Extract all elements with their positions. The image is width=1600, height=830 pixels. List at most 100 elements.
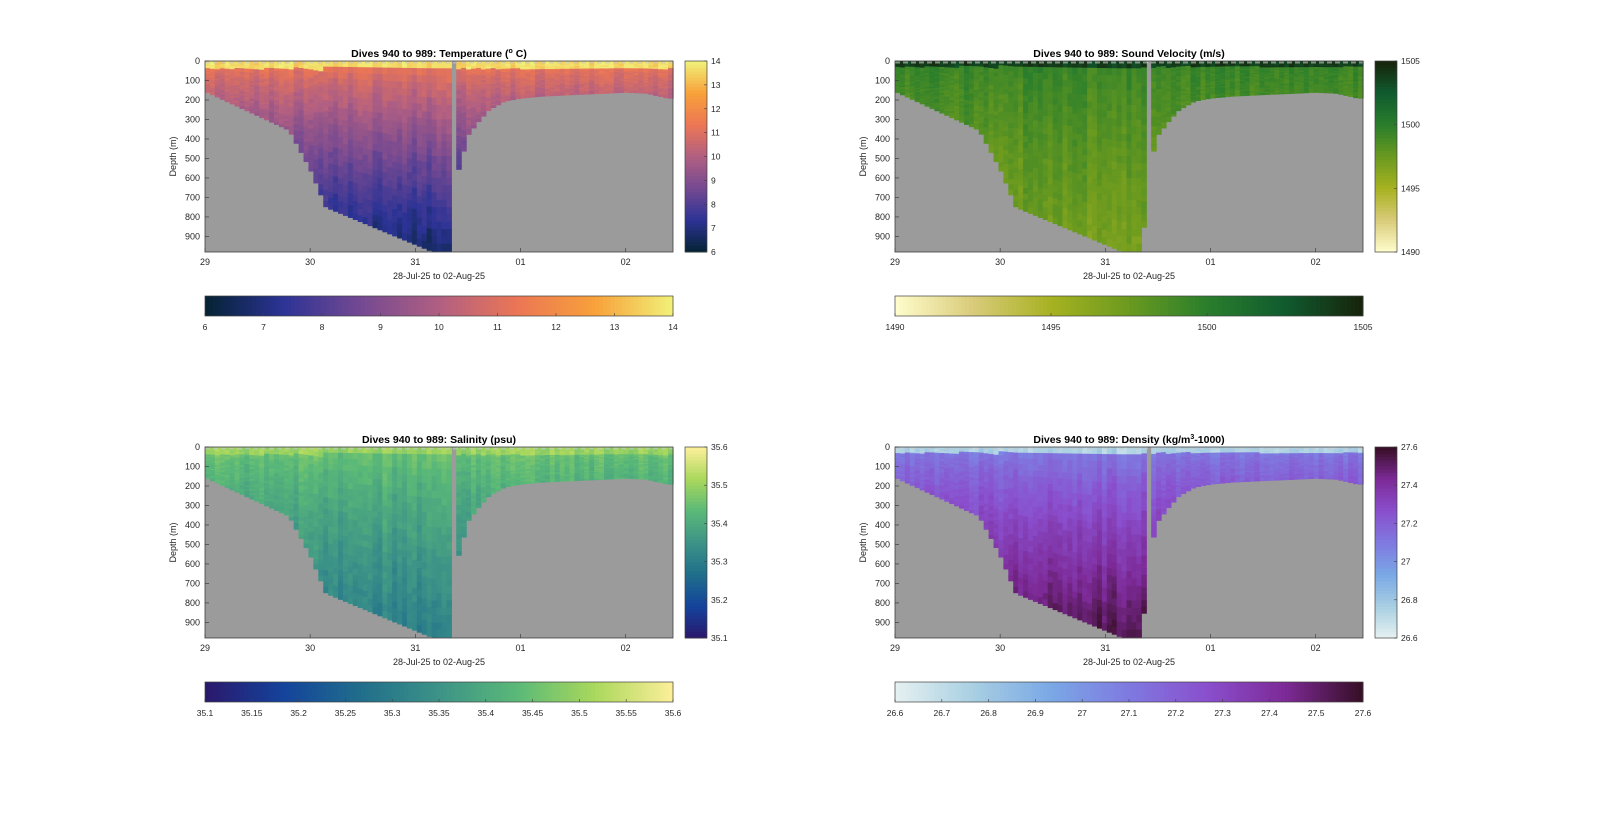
data-cell (1136, 199, 1142, 208)
data-cell (1180, 82, 1187, 85)
data-cell (485, 81, 492, 85)
data-cell (500, 83, 507, 86)
data-cell (1003, 131, 1009, 137)
data-cell (259, 82, 265, 86)
data-cell (914, 65, 921, 68)
data-cell (338, 166, 344, 173)
data-cell (988, 141, 995, 146)
data-cell (1141, 220, 1147, 228)
data-cell (273, 97, 280, 101)
data-cell (1269, 78, 1275, 81)
data-cell (431, 141, 438, 150)
data-cell (466, 97, 472, 102)
data-cell (618, 89, 625, 92)
data-cell (224, 78, 231, 81)
data-cell (209, 92, 216, 94)
data-cell (1289, 65, 1295, 68)
data-cell (293, 108, 300, 113)
data-cell (205, 83, 211, 86)
data-cell (1156, 83, 1162, 87)
data-cell (254, 106, 260, 110)
data-cell (308, 154, 314, 159)
data-cell (1111, 183, 1118, 192)
data-cell (949, 115, 955, 119)
data-cell (1289, 90, 1295, 93)
data-cell (1274, 83, 1280, 86)
data-cell (544, 62, 551, 65)
data-cell (406, 88, 413, 97)
data-cell (269, 93, 275, 97)
data-cell (406, 144, 413, 153)
data-cell (382, 106, 388, 115)
data-cell (1313, 76, 1320, 79)
data-cell (954, 67, 960, 71)
data-cell (539, 81, 546, 84)
data-cell (589, 84, 595, 87)
data-cell (1013, 144, 1019, 152)
data-cell (244, 106, 250, 110)
data-cell (895, 80, 901, 83)
data-cell (959, 82, 965, 86)
data-cell (909, 66, 916, 69)
data-cell (1328, 74, 1335, 77)
data-cell (1313, 79, 1320, 81)
data-cell (1116, 155, 1123, 164)
data-cell (362, 167, 369, 175)
data-cell (293, 79, 300, 84)
data-cell (1072, 106, 1078, 115)
data-cell (441, 214, 447, 223)
data-cell (998, 128, 1004, 134)
data-cell (1244, 82, 1251, 85)
data-cell (1239, 71, 1246, 74)
data-cell (264, 97, 270, 101)
data-cell (249, 86, 255, 90)
data-cell (998, 77, 1004, 83)
data-cell (1003, 154, 1009, 161)
data-cell (480, 86, 487, 90)
data-cell (968, 78, 975, 82)
data-cell (224, 90, 231, 93)
data-cell (1294, 80, 1300, 83)
data-cell (264, 65, 270, 69)
data-cell (895, 70, 901, 73)
data-cell (475, 63, 482, 67)
data-cell (1303, 85, 1310, 88)
data-cell (377, 190, 383, 198)
data-cell (939, 80, 945, 84)
data-cell (264, 90, 270, 94)
data-cell (1195, 92, 1202, 95)
data-cell (1067, 93, 1073, 101)
data-cell (1077, 94, 1083, 102)
data-cell (648, 61, 654, 63)
data-cell (1308, 81, 1315, 84)
data-cell (1180, 85, 1187, 89)
data-cell (1003, 84, 1009, 90)
data-cell (283, 107, 290, 112)
colorbar-step (240, 296, 245, 316)
data-cell (323, 172, 329, 180)
data-cell (1269, 66, 1275, 68)
data-cell (1328, 70, 1335, 73)
data-cell (1151, 123, 1157, 128)
data-cell (362, 142, 369, 150)
data-cell (1141, 207, 1147, 215)
data-cell (1289, 79, 1295, 82)
data-cell (973, 123, 980, 127)
data-cell (367, 212, 374, 220)
data-cell (1234, 94, 1241, 97)
data-cell (1111, 168, 1118, 177)
data-cell (520, 85, 526, 88)
data-cell (613, 86, 620, 89)
colorbar-step (349, 296, 354, 316)
data-cell (313, 168, 319, 175)
data-cell (1092, 129, 1098, 138)
data-cell (929, 68, 936, 71)
data-cell (1175, 97, 1182, 100)
data-cell (1023, 170, 1029, 178)
data-cell (1023, 84, 1029, 91)
data-cell (254, 92, 260, 95)
data-cell (293, 105, 300, 109)
data-cell (1018, 123, 1024, 130)
data-cell (1023, 118, 1029, 126)
data-cell (1096, 151, 1103, 160)
